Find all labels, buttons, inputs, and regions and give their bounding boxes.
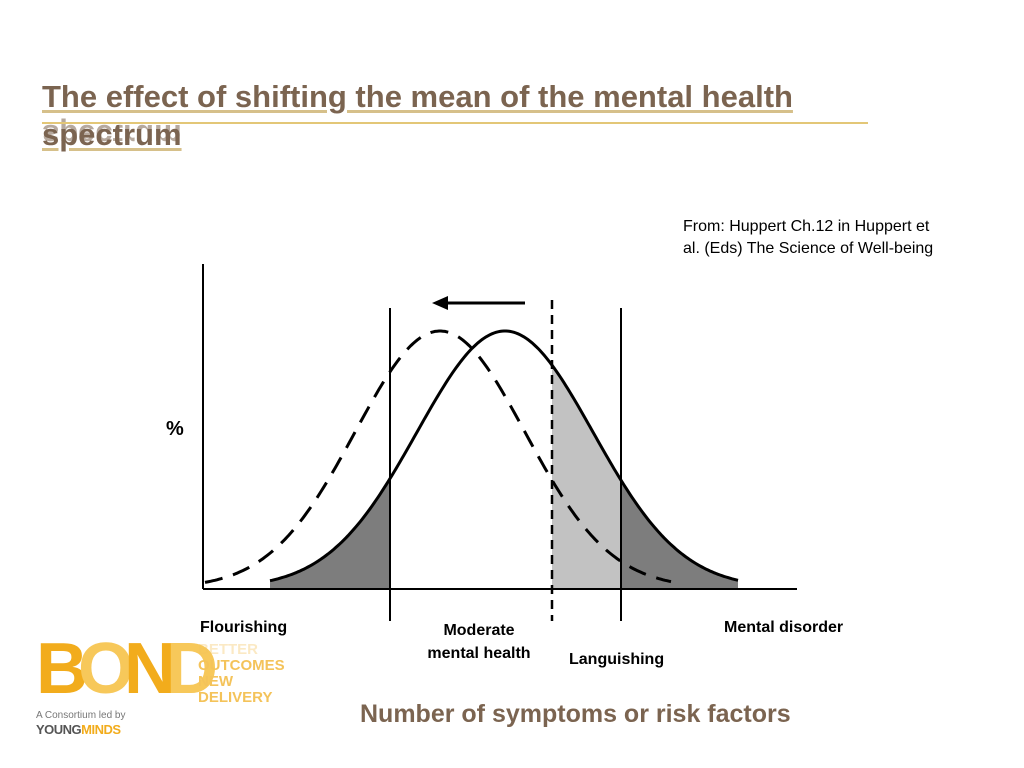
languishing-shaded-area [552, 365, 621, 588]
label-moderate: Moderate mental health [414, 619, 544, 665]
arrow-left-icon [432, 296, 448, 310]
source-citation: From: Huppert Ch.12 in Huppert et al. (E… [683, 216, 1003, 260]
bond-word-4: DELIVERY [198, 689, 273, 706]
bond-logo-mark: BOND [36, 629, 218, 709]
bond-logo-words: BETTER OUTCOMES NEW DELIVERY [198, 642, 285, 706]
youngminds-logo: YOUNGMINDS [36, 722, 121, 737]
flourishing-shaded-area [270, 478, 390, 588]
bond-word-1: BETTER [198, 641, 258, 658]
x-axis-label: Number of symptoms or risk factors [360, 700, 791, 728]
label-mental-disorder: Mental disorder [724, 619, 844, 636]
label-moderate-line-2: mental health [427, 645, 531, 662]
title-underline-rule [42, 122, 868, 124]
label-moderate-line-1: Moderate [443, 622, 515, 639]
label-flourishing: Flourishing [200, 619, 288, 636]
bond-logo: BOND BETTER OUTCOMES NEW DELIVERY A Cons… [36, 629, 296, 744]
bond-word-3: NEW [198, 673, 233, 690]
bond-word-2: OUTCOMES [198, 657, 285, 674]
label-languishing: Languishing [569, 651, 665, 668]
youngminds-minds: MINDS [81, 722, 121, 737]
source-line-2: al. (Eds) The Science of Well-being [683, 240, 934, 257]
solid-distribution-curve [269, 329, 739, 583]
shift-arrow [432, 296, 525, 310]
dashed-distribution-curve [204, 329, 672, 584]
title-line-1: The effect of shifting the mean of the m… [42, 79, 793, 114]
youngminds-young: YOUNG [36, 722, 82, 737]
disorder-shaded-area [621, 480, 738, 588]
source-line-1: From: Huppert Ch.12 in Huppert et [683, 218, 930, 235]
consortium-text: A Consortium led by [36, 710, 126, 721]
y-axis-label: % [166, 418, 184, 440]
